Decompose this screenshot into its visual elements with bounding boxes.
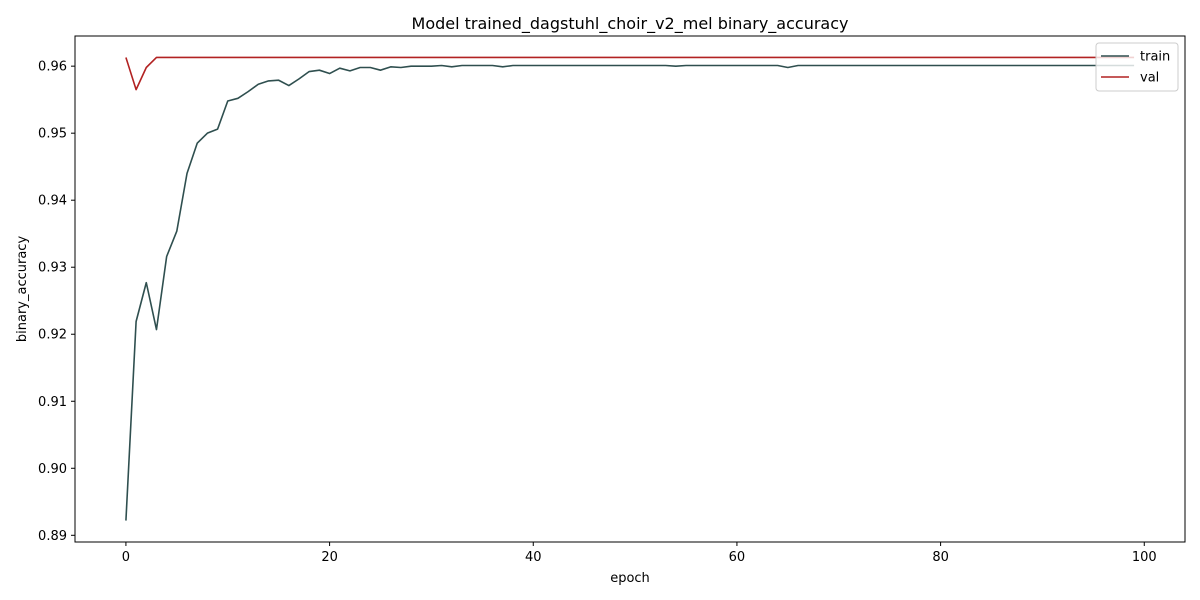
- y-tick-label: 0.91: [38, 395, 67, 410]
- x-tick-label: 80: [932, 550, 949, 565]
- x-tick-label: 20: [321, 550, 338, 565]
- x-axis-label: epoch: [610, 571, 650, 586]
- x-tick-label: 100: [1132, 550, 1157, 565]
- y-tick-label: 0.93: [38, 261, 67, 276]
- x-tick-label: 40: [525, 550, 542, 565]
- y-axis-label: binary_accuracy: [15, 236, 30, 343]
- series-line-val: [125, 56, 1135, 91]
- legend: train val: [1095, 42, 1179, 92]
- plot-frame: [74, 35, 1186, 543]
- plot-area: [74, 35, 1186, 543]
- y-axis: 0.89 0.90 0.91 0.92 0.93 0.94 0.95 0.96: [38, 60, 75, 544]
- series-line-train: [125, 64, 1135, 521]
- legend-label-train: train: [1140, 50, 1170, 65]
- y-tick-label: 0.92: [38, 328, 67, 343]
- legend-box: [1095, 42, 1179, 92]
- y-tick-label: 0.95: [38, 127, 67, 142]
- x-tick-label: 60: [729, 550, 746, 565]
- y-tick-label: 0.90: [38, 462, 67, 477]
- y-tick-label: 0.96: [38, 60, 67, 75]
- x-axis: 0 20 40 60 80 100: [122, 542, 1157, 565]
- y-tick-label: 0.94: [38, 194, 67, 209]
- series-layer: [125, 56, 1135, 521]
- legend-label-val: val: [1140, 71, 1159, 86]
- x-tick-label: 0: [122, 550, 130, 565]
- y-tick-label: 0.89: [38, 529, 67, 544]
- chart-title: Model trained_dagstuhl_choir_v2_mel bina…: [412, 14, 849, 34]
